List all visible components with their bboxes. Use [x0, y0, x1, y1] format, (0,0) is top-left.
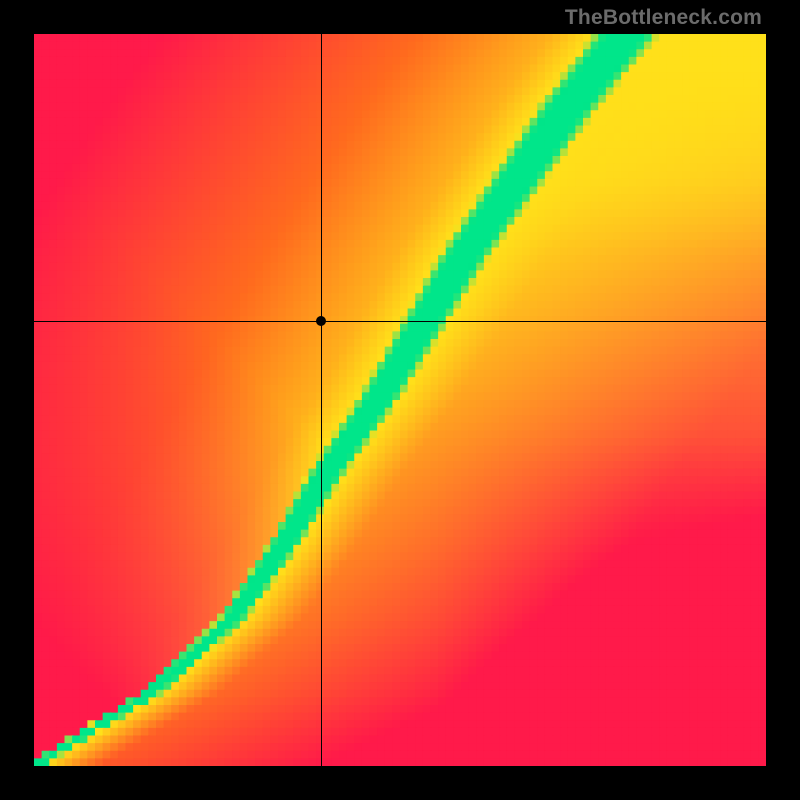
- chart-root: TheBottleneck.com: [0, 0, 800, 800]
- frame-right: [766, 0, 800, 800]
- frame-left: [0, 0, 34, 800]
- bottleneck-heatmap: [34, 34, 766, 766]
- crosshair-vertical: [321, 34, 322, 766]
- watermark-text: TheBottleneck.com: [565, 6, 762, 30]
- frame-bottom: [0, 766, 800, 800]
- crosshair-marker: [316, 316, 326, 326]
- crosshair-horizontal: [34, 321, 766, 322]
